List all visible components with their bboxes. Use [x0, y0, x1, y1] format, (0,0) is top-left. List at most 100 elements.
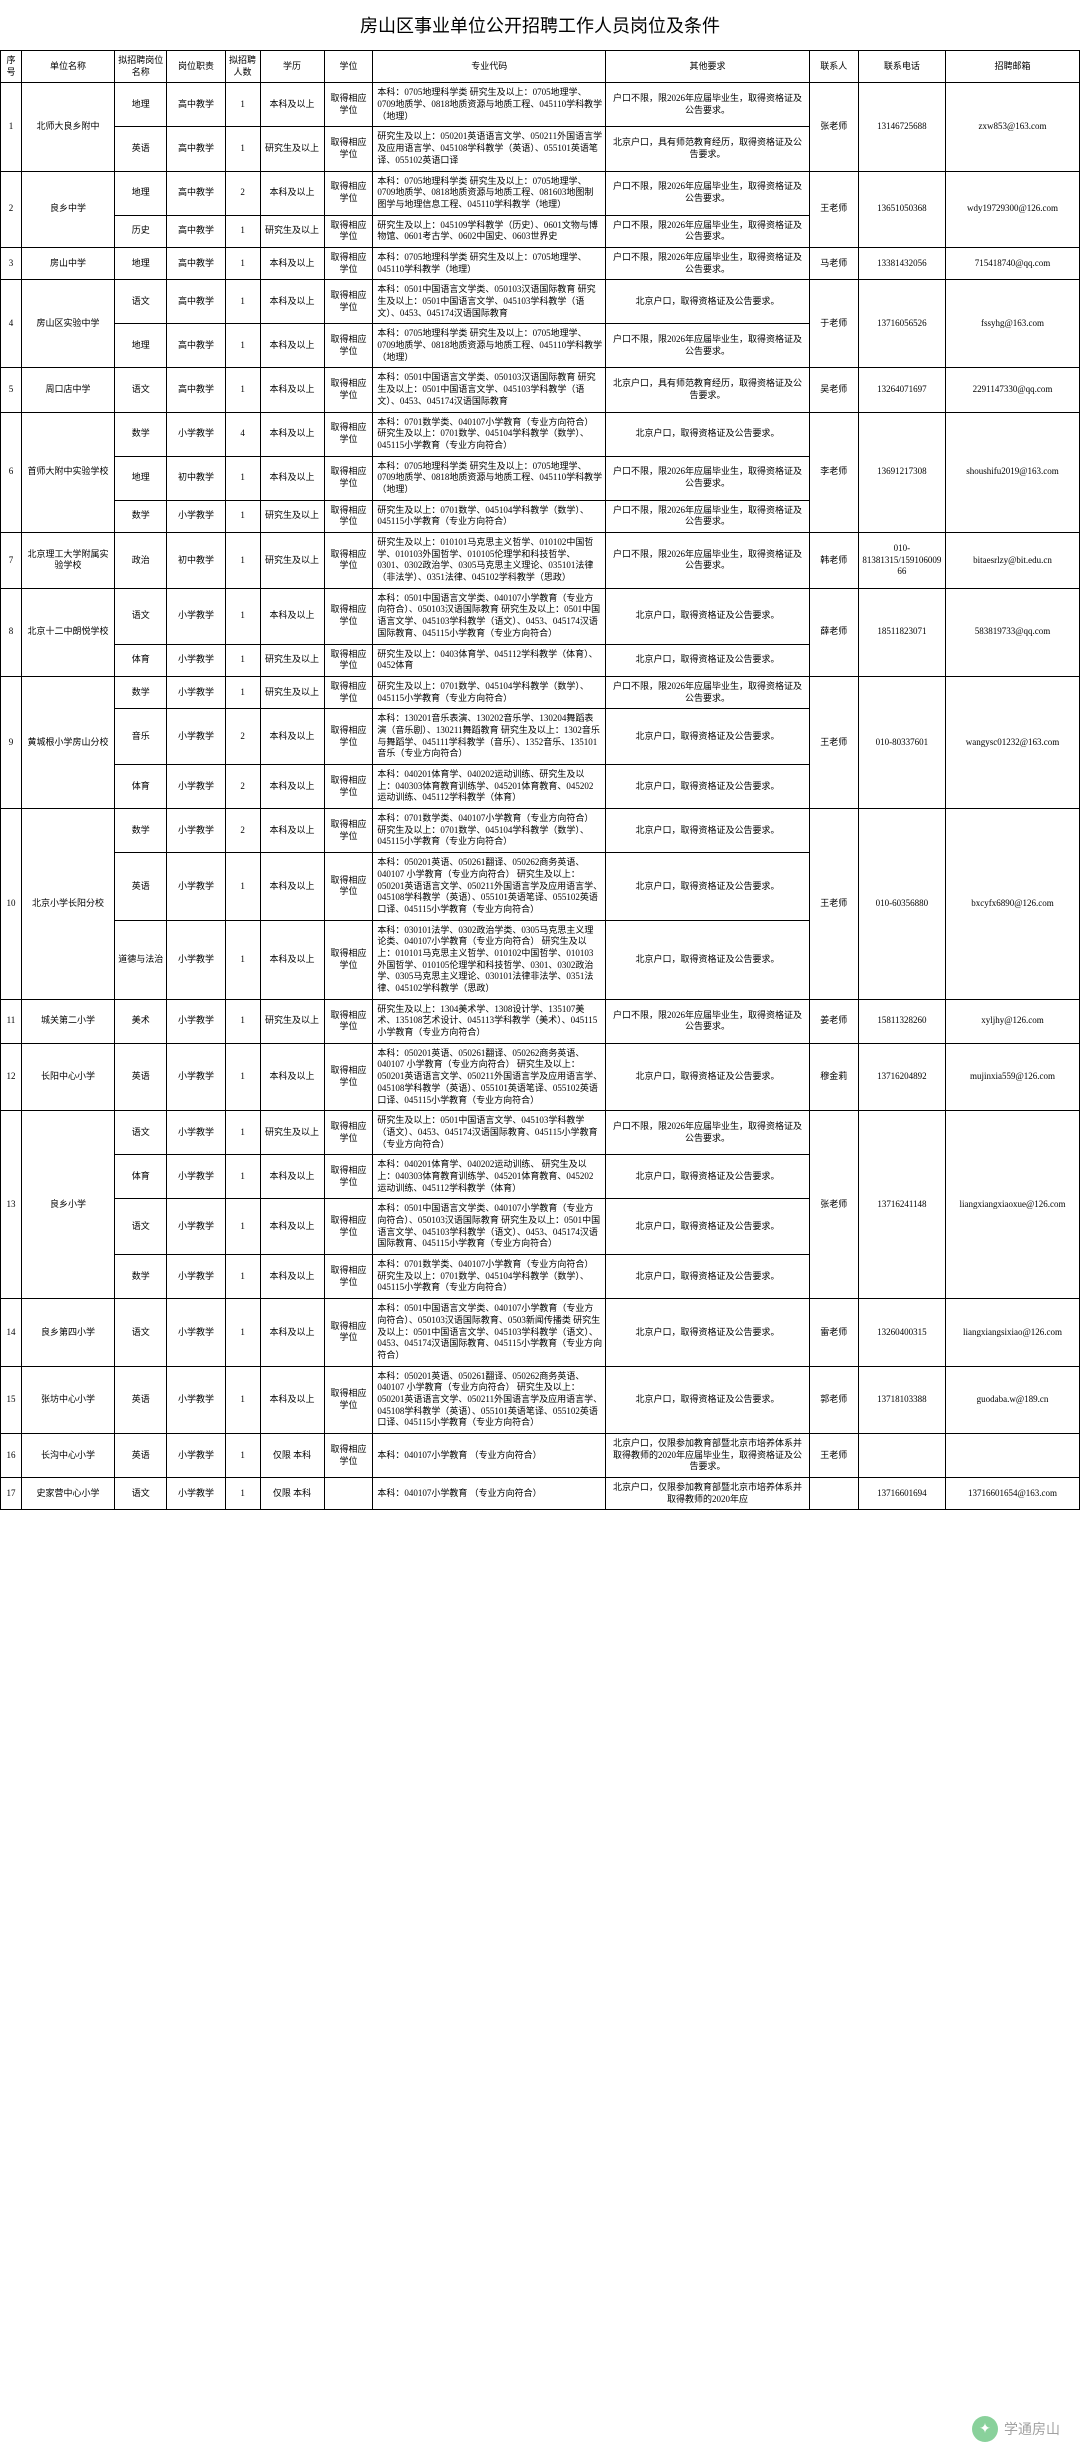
- cell-edu: 本科及以上: [260, 1255, 324, 1299]
- cell-posduty: 小学教学: [167, 809, 225, 853]
- cell-contact: 王老师: [809, 171, 858, 247]
- cell-edu: 仅限 本科: [260, 1434, 324, 1478]
- cell-count: 1: [225, 588, 260, 644]
- cell-degree: 取得相应学位: [324, 676, 373, 708]
- table-header-row: 序号 单位名称 拟招聘岗位名称 岗位职责 拟招聘人数 学历 学位 专业代码 其他…: [1, 51, 1080, 83]
- cell-count: 1: [225, 83, 260, 127]
- table-row: 15张坊中心小学英语小学教学1本科及以上取得相应学位本科：050201英语、05…: [1, 1366, 1080, 1433]
- cell-degree: 取得相应学位: [324, 280, 373, 324]
- cell-seq: 13: [1, 1111, 22, 1299]
- cell-count: 1: [225, 1111, 260, 1155]
- cell-phone: 010-81381315/15910600966: [858, 533, 945, 589]
- cell-phone: 18511823071: [858, 588, 945, 676]
- cell-degree: 取得相应学位: [324, 809, 373, 853]
- cell-unit: 良乡小学: [21, 1111, 114, 1299]
- cell-count: 2: [225, 765, 260, 809]
- cell-contact: 张老师: [809, 1111, 858, 1299]
- cell-seq: 1: [1, 83, 22, 171]
- cell-posname: 政治: [115, 533, 167, 589]
- cell-other: 户口不限，限2026年应届毕业生，取得资格证及公告要求。: [606, 533, 810, 589]
- cell-posduty: 小学教学: [167, 1478, 225, 1510]
- cell-code: 研究生及以上：050201英语语言文学、050211外国语言学及应用语言学、04…: [373, 127, 606, 171]
- cell-other: 北京户口，具有师范教育经历，取得资格证及公告要求。: [606, 368, 810, 412]
- cell-posduty: 小学教学: [167, 1111, 225, 1155]
- cell-degree: 取得相应学位: [324, 215, 373, 247]
- cell-unit: 黄城根小学房山分校: [21, 676, 114, 808]
- cell-degree: 取得相应学位: [324, 1043, 373, 1110]
- cell-code: 研究生及以上：1304美术学、1308设计学、135107美术、135108艺术…: [373, 999, 606, 1043]
- cell-degree: 取得相应学位: [324, 1111, 373, 1155]
- cell-degree: 取得相应学位: [324, 1366, 373, 1433]
- cell-degree: 取得相应学位: [324, 247, 373, 279]
- cell-posname: 体育: [115, 765, 167, 809]
- cell-unit: 史家营中心小学: [21, 1478, 114, 1510]
- header-seq: 序号: [1, 51, 22, 83]
- cell-email: xyljhy@126.com: [946, 999, 1080, 1043]
- cell-edu: 研究生及以上: [260, 676, 324, 708]
- cell-code: 本科：050201英语、050261翻译、050262商务英语、040107 小…: [373, 1043, 606, 1110]
- cell-code: 本科：0701数学类、040107小学教育（专业方向符合） 研究生及以上：070…: [373, 809, 606, 853]
- cell-count: 1: [225, 920, 260, 999]
- cell-code: 本科：0705地理科学类 研究生及以上：0705地理学、0709地质学、0818…: [373, 171, 606, 215]
- cell-seq: 16: [1, 1434, 22, 1478]
- cell-code: 本科：040201体育学、040202运动训练、研究生及以上：040303体育教…: [373, 765, 606, 809]
- header-email: 招聘邮箱: [946, 51, 1080, 83]
- header-edu: 学历: [260, 51, 324, 83]
- cell-count: 1: [225, 215, 260, 247]
- cell-count: 1: [225, 1366, 260, 1433]
- cell-degree: 取得相应学位: [324, 1199, 373, 1255]
- cell-code: 本科：040107小学教育 （专业方向符合）: [373, 1434, 606, 1478]
- cell-seq: 15: [1, 1366, 22, 1433]
- cell-unit: 北京十二中朗悦学校: [21, 588, 114, 676]
- cell-degree: 取得相应学位: [324, 412, 373, 456]
- cell-seq: 6: [1, 412, 22, 533]
- cell-other: 户口不限，限2026年应届毕业生，取得资格证及公告要求。: [606, 1111, 810, 1155]
- cell-posduty: 小学教学: [167, 765, 225, 809]
- cell-posduty: 高中教学: [167, 215, 225, 247]
- cell-email: guodaba.w@189.cn: [946, 1366, 1080, 1433]
- cell-seq: 17: [1, 1478, 22, 1510]
- header-other: 其他要求: [606, 51, 810, 83]
- cell-posduty: 小学教学: [167, 1255, 225, 1299]
- cell-degree: [324, 1478, 373, 1510]
- cell-contact: [809, 1478, 858, 1510]
- cell-code: 本科：040107小学教育 （专业方向符合）: [373, 1478, 606, 1510]
- cell-degree: 取得相应学位: [324, 324, 373, 368]
- cell-email: bxcyfx6890@126.com: [946, 809, 1080, 1000]
- cell-posduty: 小学教学: [167, 588, 225, 644]
- cell-posname: 体育: [115, 644, 167, 676]
- cell-email: shoushifu2019@163.com: [946, 412, 1080, 533]
- cell-count: 1: [225, 1299, 260, 1366]
- cell-posname: 英语: [115, 1434, 167, 1478]
- cell-email: liangxiangsixiao@126.com: [946, 1299, 1080, 1366]
- cell-posname: 英语: [115, 127, 167, 171]
- cell-posname: 地理: [115, 456, 167, 500]
- cell-unit: 北京理工大学附属实验学校: [21, 533, 114, 589]
- cell-count: 1: [225, 999, 260, 1043]
- cell-edu: 本科及以上: [260, 368, 324, 412]
- table-row: 3房山中学地理高中教学1本科及以上取得相应学位本科：0705地理科学类 研究生及…: [1, 247, 1080, 279]
- cell-other: 北京户口，取得资格证及公告要求。: [606, 412, 810, 456]
- cell-edu: 本科及以上: [260, 324, 324, 368]
- table-row: 16长沟中心小学英语小学教学1仅限 本科取得相应学位本科：040107小学教育 …: [1, 1434, 1080, 1478]
- cell-edu: 本科及以上: [260, 171, 324, 215]
- table-row: 13良乡小学语文小学教学1研究生及以上取得相应学位研究生及以上：0501中国语言…: [1, 1111, 1080, 1155]
- cell-code: 本科：0701数学类、040107小学教育（专业方向符合） 研究生及以上：070…: [373, 412, 606, 456]
- cell-contact: 薛老师: [809, 588, 858, 676]
- watermark: ✦ 学通房山: [972, 2416, 1060, 2442]
- cell-other: 北京户口，具有师范教育经历，取得资格证及公告要求。: [606, 127, 810, 171]
- cell-degree: 取得相应学位: [324, 920, 373, 999]
- cell-count: 2: [225, 709, 260, 765]
- table-row: 8北京十二中朗悦学校语文小学教学1本科及以上取得相应学位本科：0501中国语言文…: [1, 588, 1080, 644]
- cell-edu: 研究生及以上: [260, 500, 324, 532]
- cell-other: 户口不限，限2026年应届毕业生，取得资格证及公告要求。: [606, 676, 810, 708]
- cell-phone: 13264071697: [858, 368, 945, 412]
- cell-unit: 房山中学: [21, 247, 114, 279]
- cell-other: 北京户口，取得资格证及公告要求。: [606, 588, 810, 644]
- cell-posname: 语文: [115, 1111, 167, 1155]
- cell-other: 北京户口，取得资格证及公告要求。: [606, 1255, 810, 1299]
- cell-posname: 道德与法治: [115, 920, 167, 999]
- cell-edu: 本科及以上: [260, 1155, 324, 1199]
- cell-count: 1: [225, 533, 260, 589]
- cell-phone: 13716056526: [858, 280, 945, 368]
